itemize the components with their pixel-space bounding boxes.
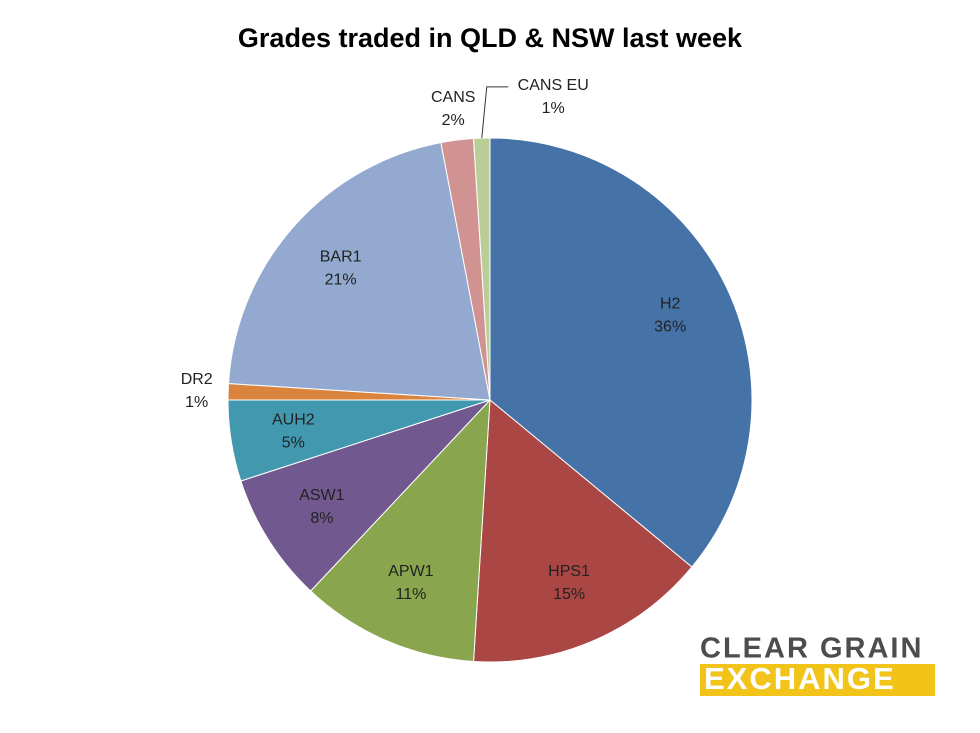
pie-slice [240,399,491,592]
chart-title: Grades traded in QLD & NSW last week [238,23,743,53]
pie-slice [227,142,491,401]
value-label: 2% [442,112,465,129]
slice-label: AUH2 [272,411,315,428]
slice-label: BAR1 [320,249,362,266]
slice-label: HPS1 [548,563,590,580]
leader-line [481,86,509,139]
value-label: 11% [395,586,426,603]
slice-label: H2 [660,295,681,312]
value-label: 1% [185,394,208,411]
slice-label: ASW1 [299,487,344,504]
logo-line2: EXCHANGE [704,661,896,696]
value-label: 1% [542,100,565,117]
logo: CLEAR GRAIN EXCHANGE [700,633,935,696]
slice-label: CANS [431,89,475,106]
value-label: 5% [282,434,305,451]
value-label: 21% [325,272,357,289]
logo-band [700,664,935,696]
slice-label: APW1 [388,563,433,580]
value-label: 36% [654,318,686,335]
value-label: 8% [310,510,333,527]
pie-slice [489,137,753,568]
value-label: 15% [553,586,585,603]
slice-label: CANS EU [518,77,589,94]
logo-line1: CLEAR GRAIN [700,633,923,665]
slice-label: DR2 [181,371,213,388]
pie-slice [309,398,491,663]
pie-slice [473,398,693,663]
